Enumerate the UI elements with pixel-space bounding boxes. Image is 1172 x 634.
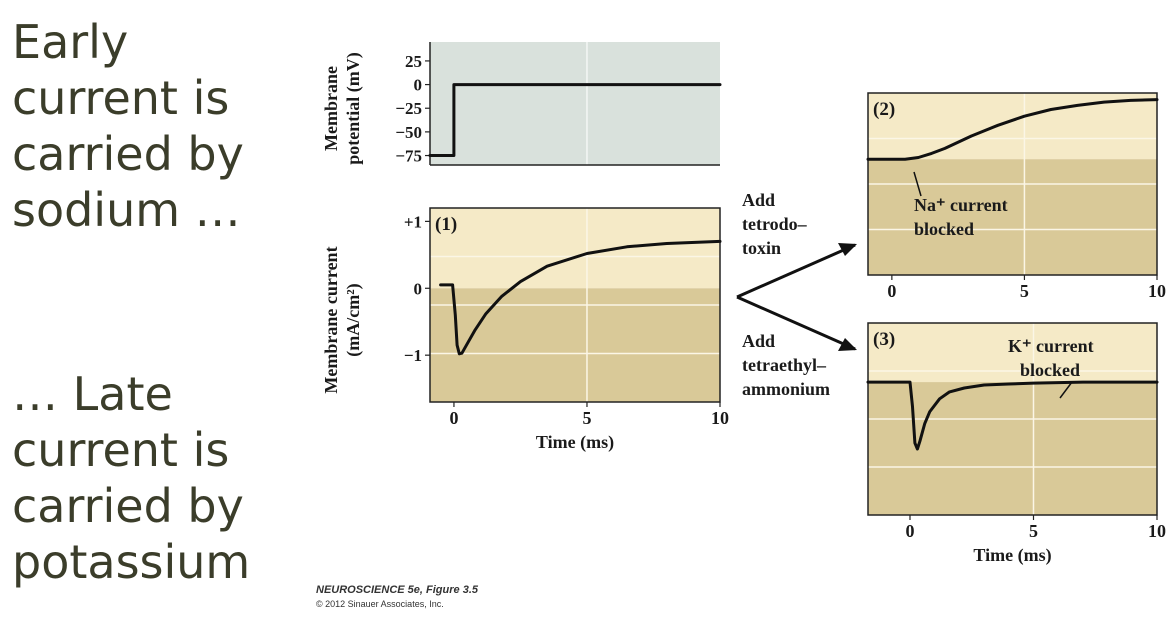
x-tick-label: 5 [1020, 281, 1029, 301]
figure-credit-copyright: © 2012 Sinauer Associates, Inc. [316, 599, 444, 609]
annotation-text: K⁺ current [1008, 336, 1094, 356]
panel-number: (1) [435, 214, 457, 235]
annotation-text: blocked [1020, 360, 1080, 380]
slide-line: … Late [12, 367, 173, 421]
trace-line [866, 98, 1159, 161]
annotation-leader [1059, 381, 1073, 399]
x-axis-label: Time (ms) [973, 545, 1051, 566]
arrow-label-lower: tetraethyl– [742, 355, 827, 375]
slide-line: sodium … [12, 183, 241, 237]
slide-line: current is [12, 423, 230, 477]
slide-line: potassium [12, 535, 251, 589]
arrow-upper [736, 243, 856, 299]
panel-number: (3) [873, 329, 895, 350]
y-axis-label: (mA/cm²) [343, 283, 364, 356]
x-axis-label: Time (ms) [536, 432, 614, 453]
panel-frame [867, 322, 1158, 516]
y-tick-label: 0 [414, 279, 423, 298]
trace-line [428, 83, 722, 157]
y-axis-label: Membrane current [321, 246, 341, 393]
annotation-leader [913, 171, 922, 197]
y-tick-label: −25 [395, 99, 422, 118]
panel-frame [429, 207, 721, 403]
panel-bg-lower [868, 159, 1157, 275]
arrow-label-upper: Add [742, 190, 775, 210]
slide-text-late: … Late current is carried by potassium [12, 366, 250, 590]
voltage-panel-bg [430, 42, 720, 165]
arrow-lower-head [838, 338, 857, 351]
panel-bg-upper [430, 208, 720, 289]
slide-text-early: Early current is carried by sodium … [12, 14, 244, 238]
trace-line [439, 239, 722, 356]
x-tick-label: 0 [905, 521, 914, 541]
slide-line: carried by [12, 479, 244, 533]
annotation-text: blocked [914, 219, 974, 239]
slide-line: Early [12, 15, 129, 69]
figure-credit-title: NEUROSCIENCE 5e, Figure 3.5 [316, 584, 478, 596]
y-axis-label: potential (mV) [343, 52, 364, 164]
arrow-label-upper: tetrodo– [742, 214, 808, 234]
x-tick-label: 0 [887, 281, 896, 301]
x-tick-label: 5 [1029, 521, 1038, 541]
panel-bg-upper [868, 93, 1157, 160]
y-tick-label: −50 [395, 123, 422, 142]
panel-number: (2) [873, 99, 895, 120]
slide-line: current is [12, 71, 230, 125]
panel-bg-lower [430, 288, 720, 402]
trace-line [866, 380, 1159, 451]
y-tick-label: −75 [395, 147, 422, 166]
y-tick-label: +1 [404, 212, 422, 231]
y-tick-label: −1 [404, 346, 422, 365]
arrow-label-upper: toxin [742, 238, 781, 258]
x-tick-label: 0 [449, 408, 458, 428]
y-tick-label: 25 [405, 52, 422, 71]
x-tick-label: 10 [1148, 521, 1166, 541]
panel-frame [867, 92, 1158, 276]
arrow-lower [736, 295, 856, 351]
slide-line: carried by [12, 127, 244, 181]
arrow-label-lower: ammonium [742, 379, 830, 399]
annotation-text: Na⁺ current [914, 195, 1008, 215]
x-tick-label: 10 [711, 408, 729, 428]
x-tick-label: 5 [582, 408, 591, 428]
y-tick-label: 0 [414, 76, 423, 95]
x-tick-label: 10 [1148, 281, 1166, 301]
arrow-upper-head [838, 243, 857, 256]
panel-bg-upper [868, 323, 1157, 383]
y-axis-label: Membrane [321, 66, 341, 151]
arrow-label-lower: Add [742, 331, 775, 351]
